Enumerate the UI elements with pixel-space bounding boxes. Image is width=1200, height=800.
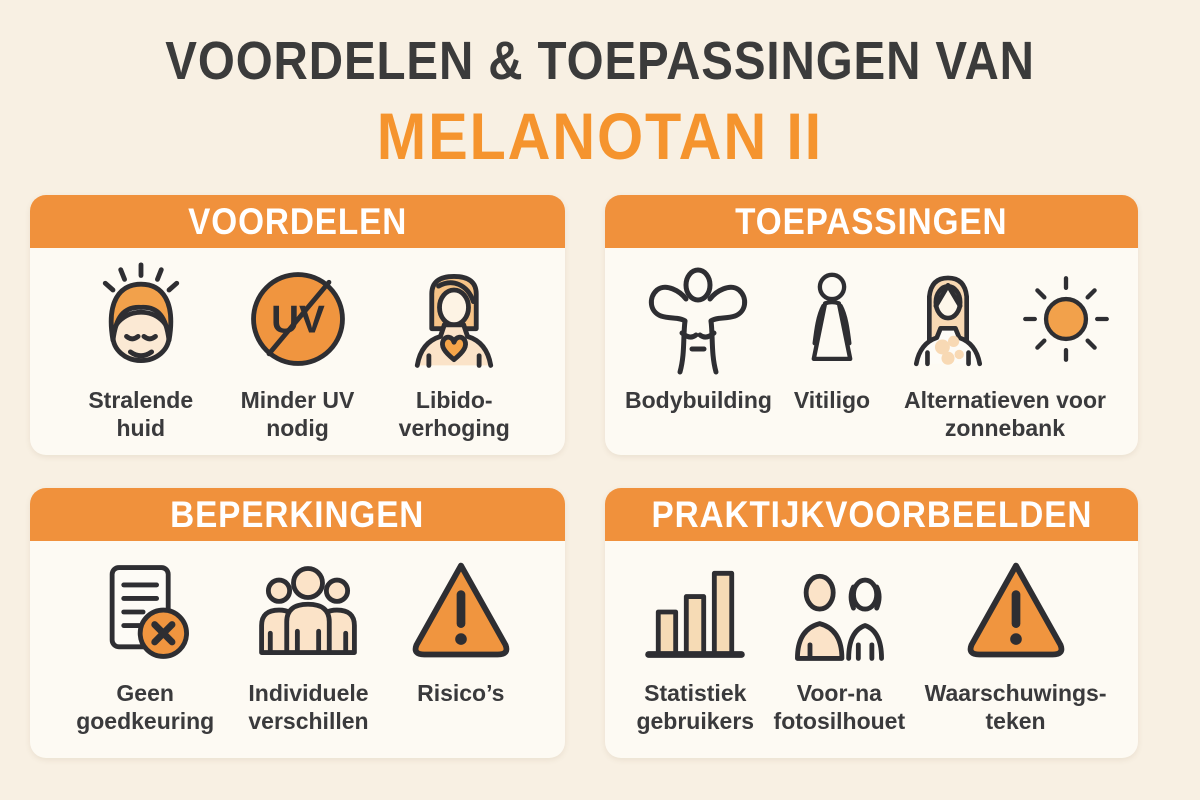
item-geen-goedkeuring: Geen goedkeuring	[76, 549, 214, 735]
item-label: Individuele verschillen	[248, 680, 369, 735]
woman-heart-icon	[415, 274, 494, 368]
item-libido-verhoging: Libido- verhoging	[396, 256, 512, 442]
page-title-line2: MELANOTAN II	[376, 99, 824, 173]
item-stralende-huid: Stralende huid	[83, 256, 199, 442]
no-uv-icon: UV	[250, 272, 345, 366]
item-individuele-verschillen: Individuele verschillen	[248, 549, 369, 735]
woman-skin-patches-icon	[913, 275, 983, 367]
item-minder-uv: UV Minder UV nodig	[240, 256, 356, 442]
page-title: VOORDELEN & TOEPASSINGEN VAN MELANOTAN I…	[0, 30, 1200, 174]
item-label: Libido- verhoging	[398, 387, 510, 442]
item-label: Risico’s	[417, 680, 505, 706]
item-label: Minder UV nodig	[240, 387, 355, 442]
people-group-icon	[259, 566, 358, 656]
before-after-silhouettes-icon	[795, 573, 885, 661]
panel-voordelen-title: VOORDELEN	[187, 200, 408, 242]
item-alternatieven-zonnebank: Alternatieven voor zonnebank	[892, 256, 1118, 442]
page-title-line1: VOORDELEN & TOEPASSINGEN VAN	[165, 31, 1035, 91]
panel-voordelen: VOORDELEN	[30, 195, 565, 455]
item-vitiligo: Vitiligo	[780, 256, 884, 414]
warning-triangle-icon	[412, 562, 510, 658]
bodybuilder-icon	[649, 267, 748, 375]
item-voor-na-fotosilhouet: Voor-na fotosilhouet	[773, 549, 906, 735]
panel-toepassingen-header: TOEPASSINGEN	[605, 195, 1138, 248]
item-risicos: Risico’s	[403, 549, 519, 707]
panel-voordelen-header: VOORDELEN	[30, 195, 565, 248]
item-label: Vitiligo	[793, 387, 871, 413]
person-dress-icon	[811, 272, 853, 362]
document-rejected-icon	[109, 565, 190, 659]
item-label: Statistiek gebruikers	[636, 680, 755, 735]
item-label: Geen goedkeuring	[76, 680, 215, 735]
panel-praktijkvoorbeelden-header: PRAKTIJKVOORBEELDEN	[605, 488, 1138, 541]
panel-praktijkvoorbeelden-title: PRAKTIJKVOORBEELDEN	[651, 493, 1092, 535]
panel-beperkingen-title: BEPERKINGEN	[170, 493, 425, 535]
item-bodybuilding: Bodybuilding	[625, 256, 772, 414]
item-label: Stralende huid	[88, 387, 194, 442]
panel-beperkingen-header: BEPERKINGEN	[30, 488, 565, 541]
bar-chart-icon	[645, 570, 746, 658]
item-waarschuwingsteken: Waarschuwings- teken	[925, 549, 1107, 735]
panel-beperkingen: BEPERKINGEN	[30, 488, 565, 758]
item-label: Waarschuwings- teken	[924, 680, 1107, 735]
item-statistiek-gebruikers: Statistiek gebruikers	[636, 549, 754, 735]
panel-toepassingen: TOEPASSINGEN	[605, 195, 1138, 455]
sun-icon	[1023, 276, 1109, 362]
panel-praktijkvoorbeelden: PRAKTIJKVOORBEELDEN St	[605, 488, 1138, 758]
panel-toepassingen-title: TOEPASSINGEN	[735, 200, 1008, 242]
panel-grid: VOORDELEN	[30, 195, 1170, 758]
item-label: Voor-na fotosilhouet	[773, 680, 906, 735]
item-label: Bodybuilding	[625, 387, 772, 413]
item-label: Alternatieven voor zonnebank	[904, 387, 1106, 442]
warning-triangle-icon	[967, 562, 1064, 658]
radiant-skin-face-icon	[102, 262, 179, 363]
